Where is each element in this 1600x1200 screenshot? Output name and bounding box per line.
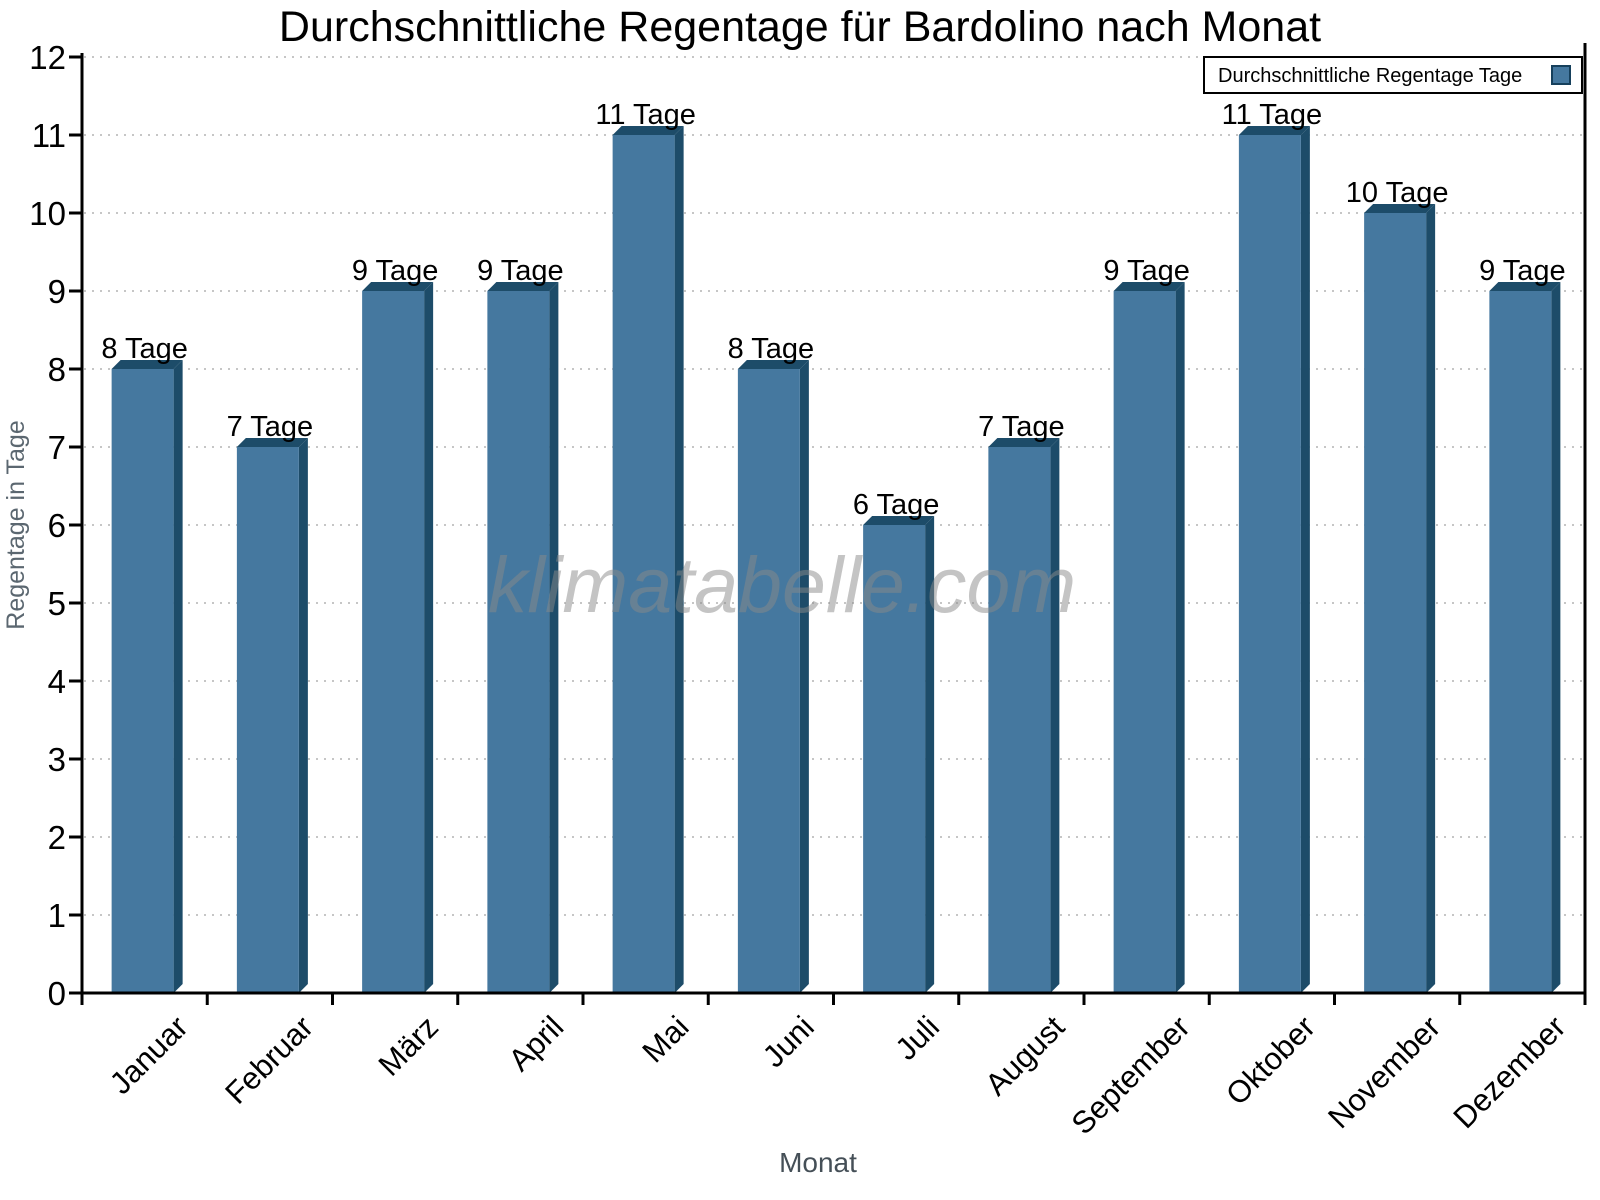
bar-front-face: [988, 447, 1051, 993]
bar-Oktober: [1238, 126, 1310, 993]
bar-value-label: 10 Tage: [1346, 177, 1449, 209]
legend-label: Durchschnittliche Regentage Tage: [1218, 65, 1522, 87]
bar-front-face: [737, 369, 800, 993]
bar-Februar: [236, 438, 308, 993]
bar-side-face: [173, 360, 183, 993]
x-tick-label: Januar: [103, 1009, 195, 1101]
bar-value-label: 8 Tage: [101, 333, 188, 365]
bar-side-face: [1175, 282, 1185, 993]
bar-front-face: [487, 291, 550, 993]
bar-top-face: [737, 360, 809, 369]
bar-front-face: [362, 291, 425, 993]
bar-side-face: [925, 516, 935, 993]
bar-top-face: [362, 282, 434, 291]
bar-side-face: [298, 438, 308, 993]
bar-top-face: [1489, 282, 1561, 291]
y-tick-label: 5: [48, 585, 66, 622]
x-tick-label: Mai: [636, 1009, 696, 1069]
x-tick-label: Juni: [756, 1009, 821, 1074]
axes: [80, 43, 1587, 995]
bar-value-label: 8 Tage: [728, 333, 815, 365]
bar-value-label: 9 Tage: [352, 255, 439, 287]
x-tick-label: Juli: [888, 1009, 946, 1067]
bar-September: [1113, 282, 1185, 993]
bar-top-face: [236, 438, 308, 447]
bar-März: [362, 282, 434, 993]
legend-box: [1203, 56, 1583, 94]
y-tick-label: 2: [48, 819, 66, 856]
chart-title: Durchschnittliche Regentage für Bardolin…: [279, 3, 1321, 51]
x-tick-label: Dezember: [1446, 1009, 1572, 1135]
bar-top-face: [863, 516, 935, 525]
y-tick-label: 6: [48, 507, 66, 544]
x-axis-title: Monat: [779, 1147, 857, 1178]
legend: Durchschnittliche Regentage Tage: [1203, 56, 1583, 94]
bar-front-face: [1238, 135, 1301, 993]
bar-value-label: 9 Tage: [1103, 255, 1190, 287]
y-tick-label: 9: [48, 273, 66, 310]
bar-top-face: [1238, 126, 1310, 135]
x-tick-label: November: [1321, 1009, 1447, 1135]
bar-Dezember: [1489, 282, 1561, 993]
bar-side-face: [799, 360, 809, 993]
bar-side-face: [1426, 204, 1436, 993]
y-axis-title: Regentage in Tage: [2, 420, 30, 629]
bar-value-label: 11 Tage: [1222, 99, 1323, 131]
bar-front-face: [236, 447, 299, 993]
bar-November: [1364, 204, 1436, 993]
x-tick-label: Oktober: [1219, 1009, 1322, 1112]
y-tick-label: 12: [29, 39, 66, 76]
bar-value-label: 9 Tage: [477, 255, 564, 287]
bar-top-face: [487, 282, 559, 291]
y-tick-label: 11: [32, 117, 66, 154]
x-tick-label: Februar: [218, 1009, 320, 1111]
x-tick-label: August: [978, 1009, 1071, 1102]
bar-front-face: [863, 525, 926, 993]
bar-value-label: 6 Tage: [853, 489, 940, 521]
x-tick-label: März: [372, 1009, 445, 1082]
bar-Juni: [737, 360, 809, 993]
bar-side-face: [1551, 282, 1561, 993]
bar-top-face: [988, 438, 1060, 447]
x-tick-label: April: [502, 1009, 571, 1078]
bar-front-face: [612, 135, 675, 993]
bar-side-face: [549, 282, 559, 993]
bar-Mai: [612, 126, 684, 993]
y-tick-label: 1: [48, 897, 66, 934]
x-tick-label: September: [1065, 1009, 1197, 1141]
bar-side-face: [674, 126, 684, 993]
bar-Juli: [863, 516, 935, 993]
bar-value-label: 7 Tage: [978, 411, 1065, 443]
bar-top-face: [1113, 282, 1185, 291]
bar-April: [487, 282, 559, 993]
y-tick-label: 0: [48, 975, 66, 1012]
bar-front-face: [1113, 291, 1176, 993]
watermark: klimatabelle.com: [488, 540, 1076, 629]
bar-Januar: [111, 360, 183, 993]
bar-side-face: [1300, 126, 1310, 993]
bar-front-face: [1364, 213, 1427, 993]
y-tick-label: 8: [48, 351, 66, 388]
y-tick-label: 3: [48, 741, 66, 778]
bar-top-face: [612, 126, 684, 135]
y-tick-label: 4: [48, 663, 66, 700]
bar-side-face: [424, 282, 434, 993]
bar-August: [988, 438, 1060, 993]
bar-value-label: 11 Tage: [595, 99, 696, 131]
bar-front-face: [1489, 291, 1552, 993]
bar-top-face: [1364, 204, 1436, 213]
y-tick-label: 10: [29, 195, 66, 232]
bar-front-face: [111, 369, 174, 993]
bar-top-face: [111, 360, 183, 369]
bar-value-label: 7 Tage: [227, 411, 314, 443]
y-tick-label: 7: [48, 429, 66, 466]
legend-swatch: [1551, 65, 1571, 85]
bar-side-face: [1050, 438, 1060, 993]
bar-value-label: 9 Tage: [1479, 255, 1566, 287]
